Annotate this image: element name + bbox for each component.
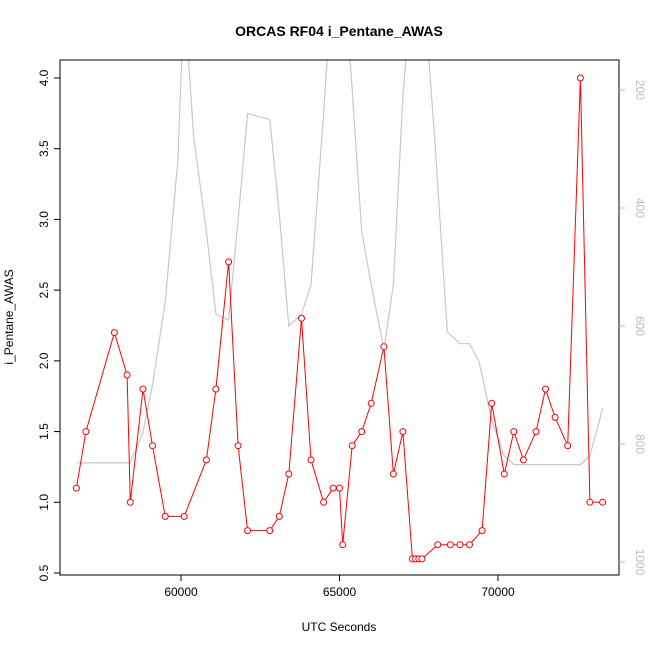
data-point [551, 413, 559, 421]
data-point [161, 512, 169, 520]
data-point [202, 456, 210, 464]
data-point [367, 399, 375, 407]
data-point [225, 258, 233, 266]
y2-tick-label: 600 [633, 316, 647, 336]
y-tick-label: 1.0 [37, 494, 51, 511]
x-axis: 60000 65000 70000 [164, 575, 515, 599]
data-point [275, 512, 283, 520]
x-tick-label: 70000 [481, 585, 515, 599]
data-point [234, 442, 242, 450]
data-point [110, 329, 118, 337]
y2-tick-label: 200 [633, 80, 647, 100]
data-point [82, 428, 90, 436]
data-point [418, 555, 426, 563]
x-axis-label: UTC Seconds [302, 620, 377, 634]
data-point [180, 512, 188, 520]
data-point [336, 484, 343, 492]
data-point [456, 541, 464, 549]
data-point [542, 385, 549, 393]
y2-tick-label: 400 [633, 198, 647, 218]
plot-frame [59, 59, 620, 576]
data-point [576, 74, 584, 82]
y-axis-label: i_Pentane_AWAS [2, 269, 16, 364]
data-point [478, 527, 486, 535]
data-point [244, 527, 252, 535]
y-tick-label: 4.0 [37, 69, 51, 86]
y2-tick-label: 1000 [633, 549, 647, 576]
data-point [139, 385, 147, 393]
secondary-line [76, 60, 604, 466]
series-secondary [76, 60, 604, 466]
series-primary [72, 74, 607, 563]
data-point [348, 442, 356, 450]
x-tick-label: 60000 [164, 585, 198, 599]
data-point [399, 428, 407, 436]
data-point [466, 541, 473, 549]
data-point [500, 470, 508, 478]
data-point [320, 498, 328, 506]
data-point [586, 498, 594, 506]
data-point [212, 385, 220, 393]
data-point [599, 498, 607, 506]
data-point [123, 371, 131, 379]
data-point [72, 484, 80, 492]
y-axis-left: 0.5 1.0 1.5 2.0 2.5 3.0 3.5 4.0 [37, 69, 60, 581]
data-point [519, 456, 527, 464]
x-tick-label: 65000 [323, 585, 357, 599]
data-point [389, 470, 397, 478]
data-point [446, 541, 454, 549]
data-point [329, 484, 337, 492]
y-tick-label: 2.0 [37, 352, 51, 369]
data-point [298, 314, 305, 322]
data-point [266, 527, 274, 535]
data-point [339, 541, 347, 549]
data-point [564, 442, 572, 450]
y-tick-label: 3.5 [37, 140, 51, 157]
chart-title: ORCAS RF04 i_Pentane_AWAS [235, 23, 443, 39]
data-point [358, 428, 366, 436]
data-point [532, 428, 540, 436]
data-point [307, 456, 315, 464]
y-tick-label: 0.5 [37, 564, 51, 581]
data-point [285, 470, 293, 478]
data-point [488, 399, 496, 407]
y-tick-label: 3.0 [37, 211, 51, 228]
y-tick-label: 1.5 [37, 423, 51, 440]
data-point [434, 541, 442, 549]
y2-tick-label: 800 [633, 434, 647, 454]
data-point [149, 442, 156, 450]
data-point [126, 498, 134, 506]
y-axis-right: 200 400 600 800 1000 [619, 80, 647, 576]
y-tick-label: 2.5 [37, 281, 51, 298]
data-point [510, 428, 518, 436]
data-point [380, 343, 388, 351]
